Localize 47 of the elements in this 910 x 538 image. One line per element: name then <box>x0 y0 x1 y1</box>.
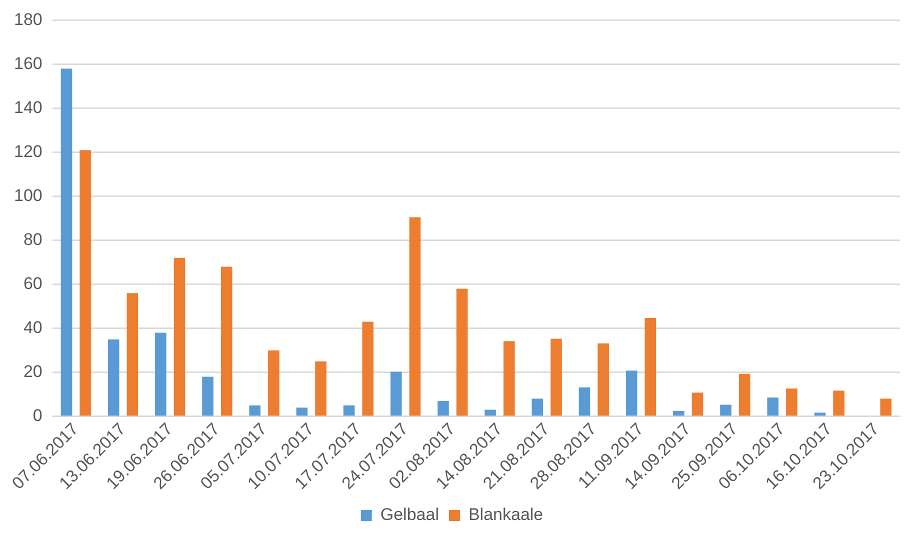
y-tick-label: 120 <box>14 142 42 161</box>
bar <box>767 397 779 416</box>
bar <box>296 408 308 416</box>
bar <box>343 405 355 416</box>
bar <box>155 332 166 416</box>
bar <box>626 370 638 416</box>
y-tick-label: 160 <box>14 54 42 73</box>
bar <box>202 376 214 416</box>
bar <box>60 68 72 416</box>
bar <box>362 322 374 416</box>
y-tick-label: 0 <box>32 406 42 426</box>
bar <box>390 372 402 416</box>
bar <box>438 401 449 416</box>
bar <box>532 398 544 416</box>
bar <box>578 387 590 416</box>
bar <box>108 339 120 416</box>
bar <box>268 350 280 416</box>
bar <box>249 405 261 416</box>
bar <box>814 412 826 416</box>
bar <box>880 398 892 416</box>
bar <box>673 410 684 416</box>
bar <box>833 390 844 416</box>
legend-label: Blankaale <box>468 505 544 524</box>
legend-label: Gelbaal <box>380 505 439 524</box>
y-tick-label: 180 <box>14 10 42 29</box>
bar <box>644 318 656 416</box>
y-tick-label: 40 <box>23 318 42 338</box>
y-tick-label: 140 <box>14 98 42 117</box>
bar <box>126 293 138 416</box>
bar <box>220 266 232 416</box>
bar <box>692 392 704 416</box>
y-tick-label: 80 <box>23 230 42 250</box>
bar <box>456 288 468 416</box>
bar <box>738 374 750 416</box>
y-tick-label: 20 <box>23 362 42 382</box>
bar <box>550 338 562 416</box>
bar <box>484 410 496 416</box>
y-tick-label: 100 <box>14 186 42 205</box>
bar <box>786 388 798 416</box>
bar <box>503 341 515 416</box>
bar <box>720 404 732 416</box>
y-tick-label: 60 <box>23 274 42 294</box>
bar <box>174 258 186 416</box>
bar <box>409 217 421 416</box>
bar <box>598 343 609 416</box>
bar <box>315 361 326 416</box>
bar <box>80 150 91 416</box>
